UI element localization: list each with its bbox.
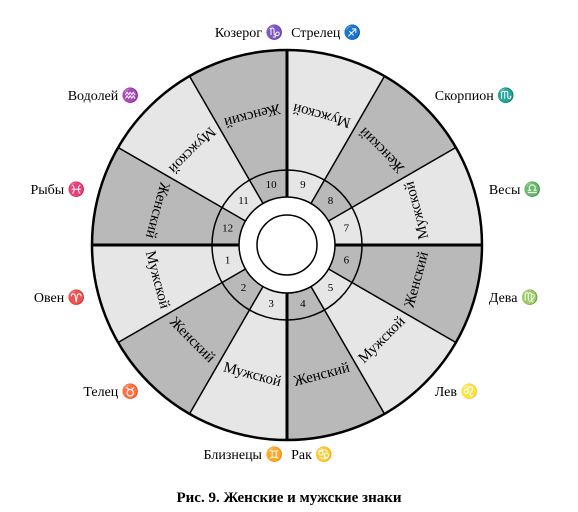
sign-label-4: Рак ♋ (291, 449, 391, 463)
sign-label-1: Овен ♈ (34, 292, 85, 306)
house-number-11: 11 (238, 195, 249, 207)
sign-label-5: Лев ♌ (435, 386, 478, 400)
sign-label-11: Водолей ♒ (68, 90, 140, 104)
sign-label-7: Весы ♎ (489, 184, 541, 198)
house-number-8: 8 (328, 195, 334, 207)
house-number-7: 7 (344, 223, 350, 235)
zodiac-wheel: МужскойЖенскийМужскойЖенскийМужскойЖенск… (0, 0, 578, 512)
house-number-1: 1 (225, 254, 231, 266)
sign-label-12: Рыбы ♓ (30, 184, 85, 198)
house-number-10: 10 (266, 179, 278, 191)
sign-label-3: Близнецы ♊ (183, 449, 283, 463)
figure-caption: Рис. 9. Женские и мужские знаки (0, 490, 578, 507)
sign-label-8: Скорпион ♏ (435, 90, 515, 104)
sign-label-10: Козерог ♑ (183, 27, 283, 41)
house-number-12: 12 (222, 223, 233, 235)
house-number-4: 4 (300, 298, 306, 310)
house-number-6: 6 (344, 254, 350, 266)
house-number-2: 2 (241, 282, 247, 294)
sign-label-9: Стрелец ♐ (291, 27, 391, 41)
house-number-5: 5 (328, 282, 334, 294)
house-number-9: 9 (300, 179, 306, 191)
sign-label-6: Дева ♍ (489, 292, 539, 306)
house-number-3: 3 (268, 298, 274, 310)
sign-label-2: Телец ♉ (83, 386, 139, 400)
